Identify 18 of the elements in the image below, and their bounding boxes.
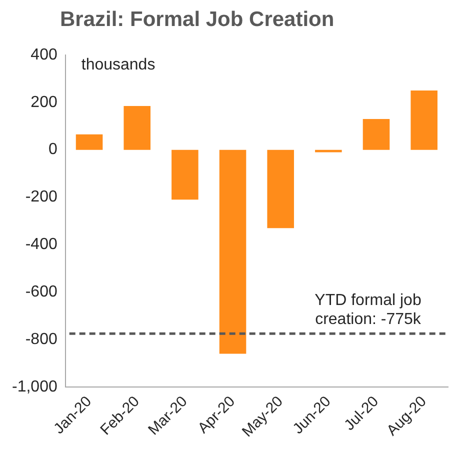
bar	[76, 134, 103, 150]
y-tick-label: -600	[25, 283, 58, 300]
y-tick-label: -400	[25, 236, 58, 254]
y-tick-label: 0	[48, 141, 58, 158]
y-tick-label: 200	[30, 94, 58, 111]
bar	[219, 150, 246, 354]
bar	[267, 150, 294, 228]
chart-title: Brazil: Formal Job Creation	[60, 8, 334, 32]
y-tick-label: 400	[30, 46, 58, 64]
ref-line-label: YTD formal job creation: -775k	[314, 292, 422, 328]
bar	[410, 90, 438, 150]
bar	[362, 119, 390, 150]
annotation: thousands	[81, 56, 156, 74]
y-tick-label: -1,000	[12, 378, 58, 396]
bar	[124, 106, 151, 150]
bar	[172, 150, 198, 200]
y-tick-label: -800	[25, 330, 58, 348]
y-tick-label: -200	[25, 188, 58, 206]
